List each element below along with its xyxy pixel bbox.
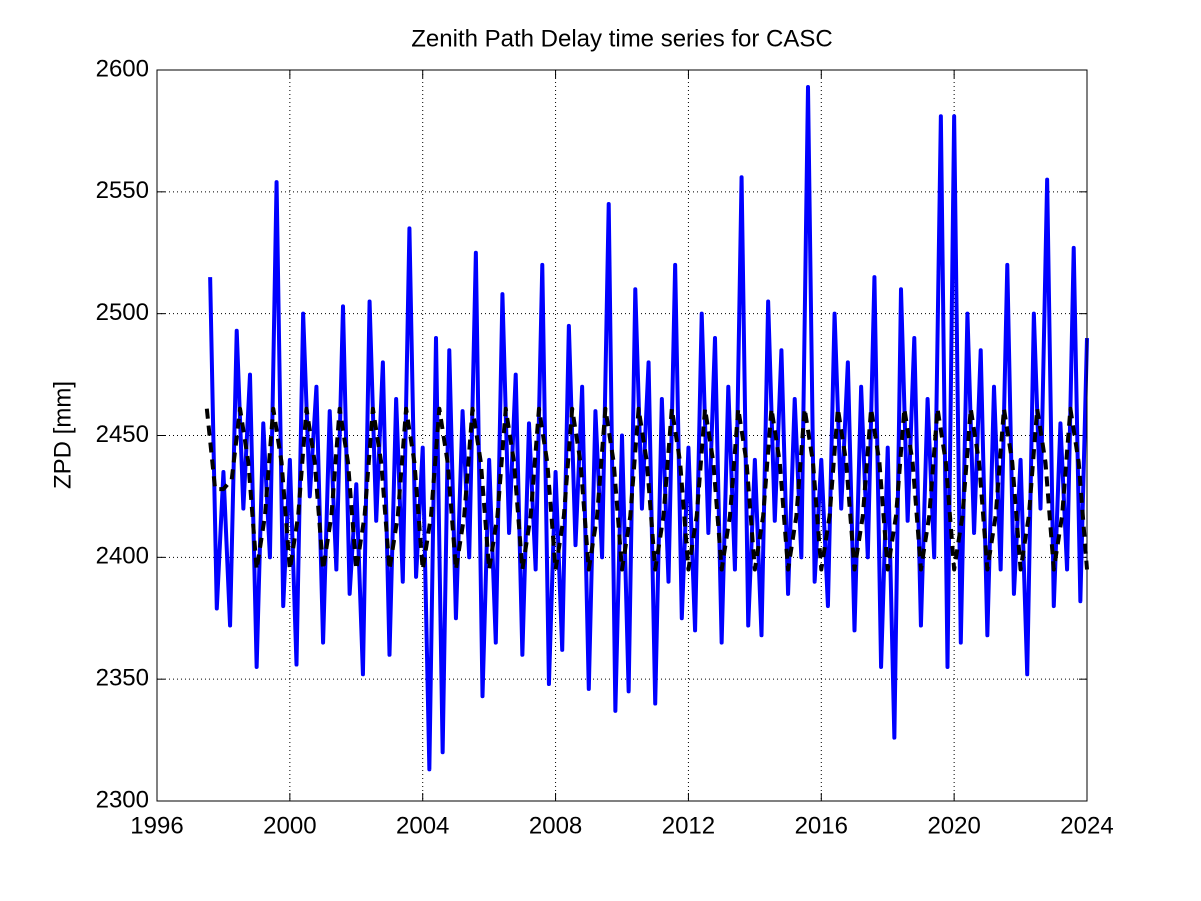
- y-tick-label: 2400: [96, 543, 149, 570]
- x-tick-label: 2024: [1060, 812, 1113, 839]
- y-tick-label: 2350: [96, 665, 149, 692]
- x-tick-label: 2004: [396, 812, 449, 839]
- chart-title: Zenith Path Delay time series for CASC: [411, 25, 833, 52]
- x-tick-label: 2016: [795, 812, 848, 839]
- x-tick-label: 2000: [263, 812, 316, 839]
- y-tick-label: 2550: [96, 177, 149, 204]
- x-tick-label: 1996: [130, 812, 183, 839]
- y-tick-label: 2450: [96, 421, 149, 448]
- y-tick-label: 2300: [96, 786, 149, 813]
- plot-frame: [156, 69, 1088, 802]
- data-line: [208, 85, 1089, 772]
- x-tick-label: 2012: [662, 812, 715, 839]
- x-tick-label: 2008: [529, 812, 582, 839]
- y-axis-label: ZPD [mm]: [49, 381, 76, 489]
- y-tick-label: 2600: [96, 55, 149, 82]
- x-tick-label: 2020: [927, 812, 980, 839]
- y-tick-label: 2500: [96, 299, 149, 326]
